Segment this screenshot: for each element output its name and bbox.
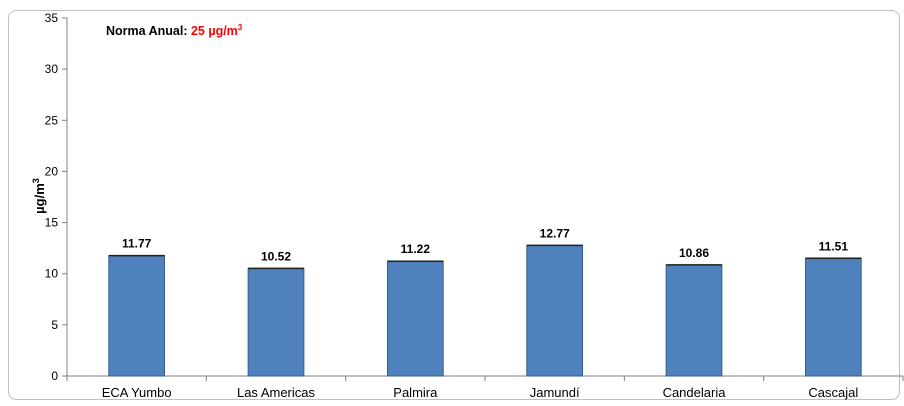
y-tick-label: 30 [45,62,59,76]
data-label: 11.77 [122,237,152,251]
y-tick-label: 20 [45,164,59,178]
x-tick-label: Cascajal [808,385,858,400]
bar [386,260,444,377]
data-label: 11.22 [401,242,431,256]
bar [665,264,723,377]
bar [804,257,862,377]
x-tick-label: ECA Yumbo [102,385,172,400]
norm-annotation-value: 25 µg/m [191,24,238,38]
y-tick-label: 10 [45,267,59,281]
bars [108,244,862,377]
data-label: 12.77 [540,226,570,240]
y-tick-label: 5 [51,318,58,332]
x-axis: ECA Yumbo Las Americas Palmira Jamundí Cande… [66,375,904,400]
y-axis: 0 5 10 15 20 25 30 35 [45,11,68,383]
x-tick-label: Palmira [393,385,438,400]
x-tick-label: Las Americas [237,385,316,400]
data-label: 10.86 [679,246,709,260]
y-axis-label: µg/m3 [31,178,47,214]
bar [247,267,305,377]
data-label: 10.52 [261,249,291,263]
y-tick-label: 25 [45,113,59,127]
x-tick-label: Candelaria [663,385,727,400]
x-tick-label: Jamundí [530,385,580,400]
y-tick-label: 0 [51,369,58,383]
bar [108,255,166,377]
bar [526,244,584,377]
norm-annotation: Norma Anual: 25 µg/m3 [106,23,243,38]
data-labels: 11.77 10.52 11.22 12.77 10.86 11.51 [122,226,848,263]
y-tick-label: 35 [45,11,59,25]
data-label: 11.51 [819,239,849,253]
norm-annotation-superscript: 3 [238,23,243,32]
norm-annotation-label: Norma Anual: [106,24,188,38]
y-tick-label: 15 [45,216,59,230]
